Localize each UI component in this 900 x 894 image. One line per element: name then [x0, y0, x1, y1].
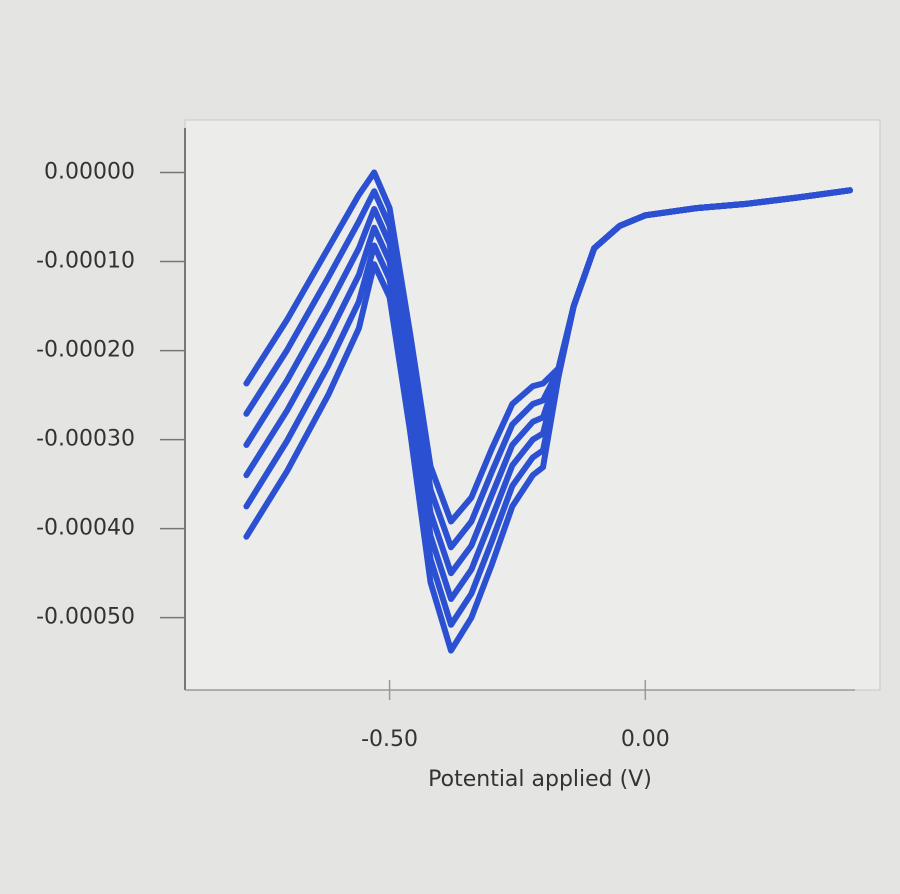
x-tick-label: -0.50 [361, 727, 418, 752]
y-tick-label: -0.00040 [36, 516, 135, 541]
y-tick-label: -0.00010 [36, 249, 135, 274]
y-tick-label: -0.00050 [36, 605, 135, 630]
y-tick-label: 0.00000 [44, 160, 135, 185]
x-axis-title: Potential applied (V) [428, 767, 652, 792]
x-tick-label: 0.00 [621, 727, 670, 752]
series-line [243, 187, 853, 654]
y-tick-label: -0.00020 [36, 338, 135, 363]
y-tick-label: -0.00030 [36, 427, 135, 452]
